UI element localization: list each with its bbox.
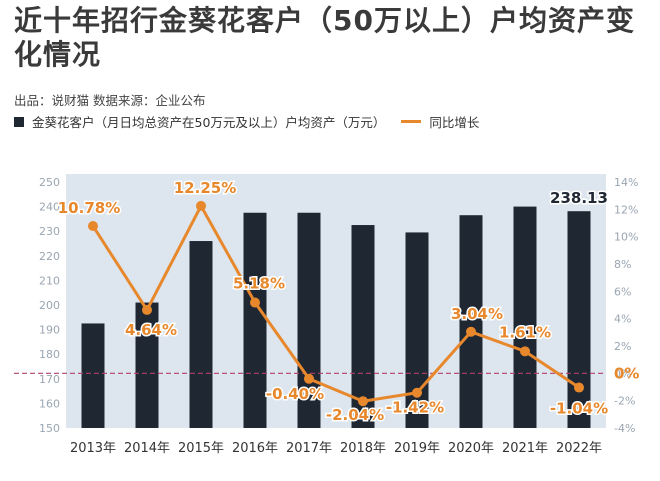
x-axis-tick-label: 2014年 xyxy=(124,441,170,456)
bar xyxy=(351,225,375,428)
left-axis-tick-label: 180 xyxy=(39,348,60,361)
bar xyxy=(405,232,429,428)
growth-point xyxy=(520,346,530,357)
left-axis-tick-label: 220 xyxy=(39,250,60,263)
bar xyxy=(81,323,105,428)
bar xyxy=(567,211,591,428)
left-axis-tick-label: 200 xyxy=(39,299,60,312)
legend-bar-label: 金葵花客户（月日均总资产在50万元及以上）户均资产（万元） xyxy=(32,115,386,130)
x-axis-tick-label: 2020年 xyxy=(448,441,494,456)
right-axis-tick-label: -2% xyxy=(614,395,635,408)
left-axis-tick-label: 210 xyxy=(39,274,60,287)
source-text: 出品：说财猫 数据来源：企业公布 xyxy=(14,93,206,108)
growth-point xyxy=(466,326,476,337)
bar xyxy=(135,302,159,428)
x-axis-tick-label: 2015年 xyxy=(178,441,224,456)
x-axis-tick-label: 2016年 xyxy=(232,441,278,456)
right-axis-tick-label: 12% xyxy=(614,203,638,216)
x-axis-tick-label: 2017年 xyxy=(286,441,332,456)
growth-point xyxy=(574,382,584,393)
growth-data-label: -2.04% xyxy=(326,406,384,424)
bar xyxy=(297,212,321,428)
x-axis-tick-label: 2021年 xyxy=(502,441,548,456)
growth-point xyxy=(196,200,206,211)
growth-point xyxy=(88,221,98,232)
left-axis-tick-label: 190 xyxy=(39,324,60,337)
zero-percent-label: 0% xyxy=(614,364,639,382)
legend: 金葵花客户（月日均总资产在50万元及以上）户均资产（万元） 同比增长 xyxy=(14,112,479,131)
growth-data-label: 4.64% xyxy=(125,321,177,339)
legend-bar-swatch xyxy=(14,116,24,127)
growth-point xyxy=(304,373,314,384)
growth-point xyxy=(142,304,152,315)
right-axis-tick-label: 6% xyxy=(614,285,631,298)
left-axis-tick-label: 250 xyxy=(39,176,60,189)
growth-point xyxy=(358,396,368,407)
right-axis-tick-label: 10% xyxy=(614,231,638,244)
left-axis-tick-label: 150 xyxy=(39,422,60,435)
growth-data-label: 10.78% xyxy=(58,199,120,217)
legend-line-swatch xyxy=(401,120,422,123)
right-axis-tick-label: 2% xyxy=(614,340,631,353)
x-axis-tick-label: 2018年 xyxy=(340,441,386,456)
growth-data-label: -1.04% xyxy=(550,400,608,418)
growth-data-label: 5.18% xyxy=(233,275,285,293)
left-axis-tick-label: 160 xyxy=(39,397,60,410)
bar xyxy=(243,212,267,428)
right-axis-tick-label: 0% xyxy=(614,367,631,380)
bar xyxy=(189,241,213,428)
growth-data-label: 1.61% xyxy=(499,323,551,341)
x-axis-tick-label: 2019年 xyxy=(394,441,440,456)
left-axis-tick-label: 230 xyxy=(39,225,60,238)
growth-data-label: 12.25% xyxy=(174,179,236,197)
x-axis-tick-label: 2022年 xyxy=(556,441,602,456)
growth-data-label: -0.40% xyxy=(266,385,324,403)
bar xyxy=(459,215,483,428)
left-axis-tick-label: 240 xyxy=(39,201,60,214)
bar-value-label: 238.13 xyxy=(550,189,608,207)
right-axis-tick-label: 8% xyxy=(614,258,631,271)
legend-line-label: 同比增长 xyxy=(429,115,480,130)
growth-data-label: 3.04% xyxy=(451,305,503,323)
growth-point xyxy=(250,297,260,308)
growth-line xyxy=(91,204,580,403)
right-axis-tick-label: 4% xyxy=(614,313,631,326)
right-axis-tick-label: 14% xyxy=(614,176,638,189)
left-axis-tick-label: 170 xyxy=(39,373,60,386)
growth-data-label: -1.42% xyxy=(386,399,444,417)
bar xyxy=(513,206,537,428)
chart-title: 近十年招行金葵花客户（50万以上）户均资产变化情况 xyxy=(14,4,635,71)
growth-point xyxy=(412,387,422,398)
x-axis-tick-label: 2013年 xyxy=(70,441,116,456)
right-axis-tick-label: -4% xyxy=(614,422,635,435)
